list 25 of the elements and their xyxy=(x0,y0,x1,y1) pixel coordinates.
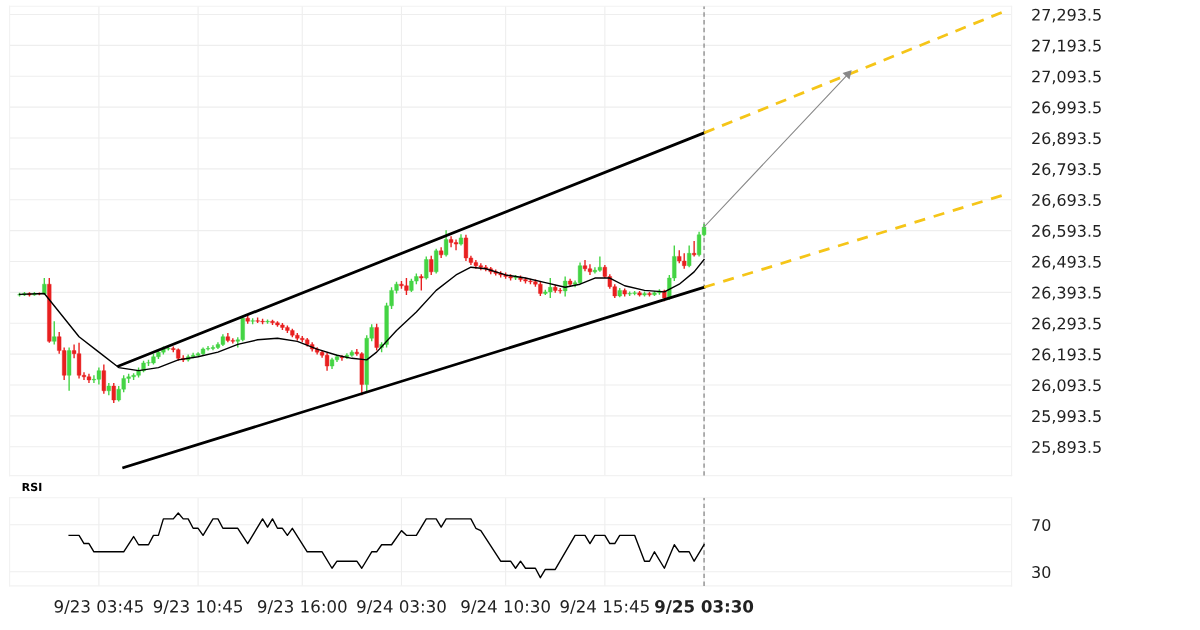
y-tick-label: 25,993.5 xyxy=(1032,410,1101,424)
y-tick-label: 26,193.5 xyxy=(1032,348,1101,363)
y-tick-label: 26,493.5 xyxy=(1032,255,1101,270)
x-tick-label: 9/23 16:00 xyxy=(257,600,347,614)
y-tick-label: 27,093.5 xyxy=(1032,70,1101,85)
x-tick-label: 9/24 03:30 xyxy=(357,600,446,614)
y-tick-label: 26,293.5 xyxy=(1032,317,1101,332)
x-tick-label: 9/24 10:30 xyxy=(461,600,550,614)
x-tick-label: 9/23 03:45 xyxy=(54,600,143,614)
y-tick-label: 26,793.5 xyxy=(1032,163,1101,177)
chart-title: RSI xyxy=(22,482,42,492)
y-tick-label: 26,993.5 xyxy=(1032,101,1101,116)
y-tick-label: 27,193.5 xyxy=(1032,39,1101,54)
y-tick-label: 30 xyxy=(1032,566,1051,579)
y-tick-label: 26,093.5 xyxy=(1032,379,1101,393)
y-tick-label: 27,293.5 xyxy=(1032,8,1101,23)
y-tick-label: 26,693.5 xyxy=(1032,193,1101,208)
x-tick-label: 9/25 03:30 xyxy=(655,600,754,614)
x-tick-label: 9/24 15:45 xyxy=(560,600,649,614)
x-tick-label: 9/23 10:45 xyxy=(153,600,243,614)
y-tick-label: 25,893.5 xyxy=(1032,440,1101,455)
y-tick-label: 26,393.5 xyxy=(1032,286,1101,301)
y-tick-label: 26,893.5 xyxy=(1032,132,1101,146)
y-tick-label: 70 xyxy=(1032,518,1051,532)
y-tick-label: 26,593.5 xyxy=(1032,224,1101,239)
